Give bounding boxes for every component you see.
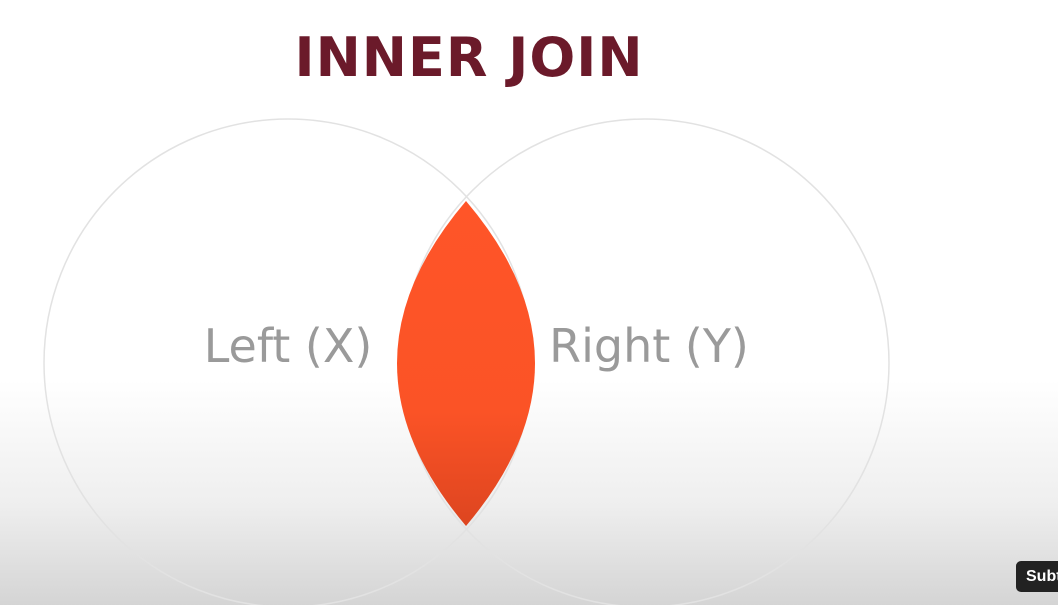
subtitles-button[interactable]: Subt [1016, 561, 1058, 592]
right-set-label: Right (Y) [549, 319, 749, 373]
slide-title: INNER JOIN [294, 26, 644, 89]
intersection-region [397, 201, 535, 526]
left-set-label: Left (X) [204, 319, 373, 373]
